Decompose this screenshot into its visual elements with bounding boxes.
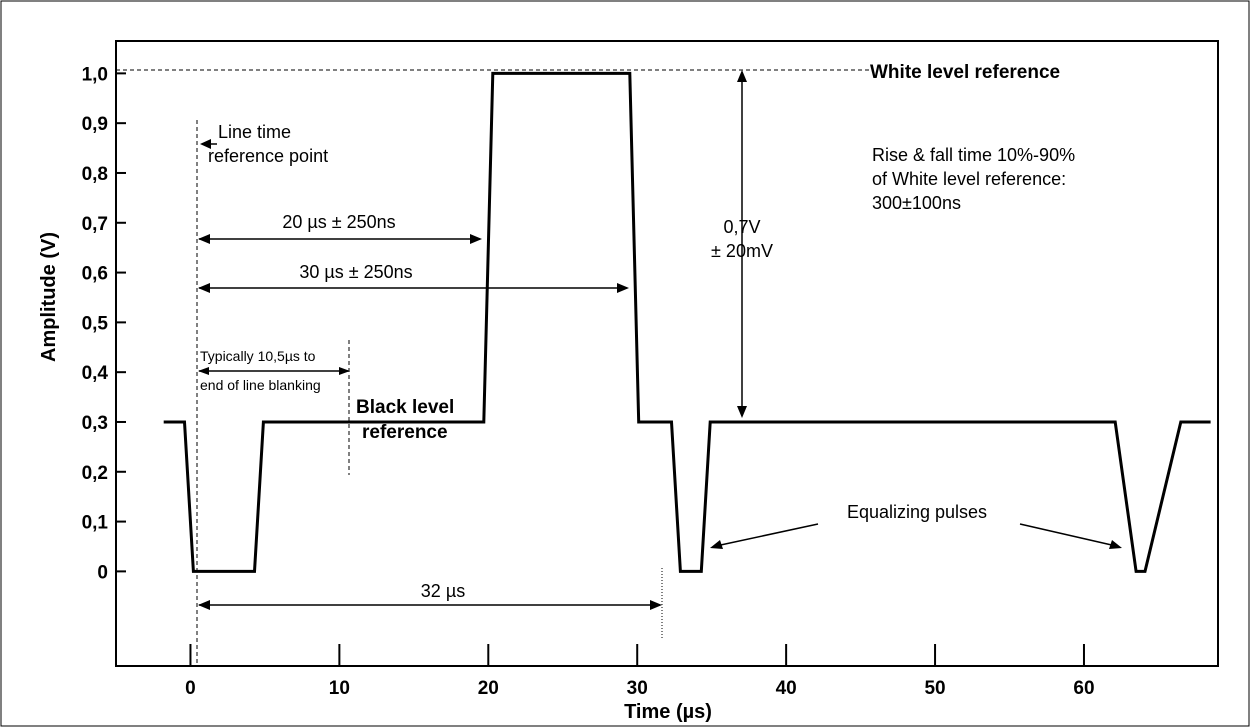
duration-20-label: 20 µs ± 250ns <box>282 212 395 232</box>
rise-fall-label-3: 300±100ns <box>872 193 961 213</box>
arrowheads <box>198 70 1122 610</box>
y-tick-label: 0,1 <box>82 513 109 534</box>
duration-32-label: 32 µs <box>421 581 465 601</box>
rise-fall-label-1: Rise & fall time 10%-90% <box>872 145 1075 165</box>
waveform-line <box>163 71 1211 573</box>
y-tick-label: 0,3 <box>82 413 108 434</box>
x-tick-label: 60 <box>1073 678 1094 699</box>
white-level-label: White level reference <box>870 62 1060 83</box>
y-tick-label: 0,9 <box>82 114 108 135</box>
x-tick-label: 40 <box>776 678 797 699</box>
typically-label-2: end of line blanking <box>200 377 321 393</box>
y-tick-label: 0,8 <box>82 164 108 185</box>
y-tick-label: 0,5 <box>82 313 109 334</box>
black-level-label-2: reference <box>362 422 448 443</box>
x-axis-ticks: 0 10 20 30 40 50 60 <box>185 644 1095 699</box>
x-axis-title: Time (µs) <box>624 701 712 723</box>
x-tick-label: 10 <box>329 678 350 699</box>
y-tick-label: 0,2 <box>82 463 108 484</box>
y-tick-label: 0,4 <box>82 363 109 384</box>
x-tick-label: 0 <box>185 678 196 699</box>
line-time-label-2: reference point <box>208 146 328 166</box>
y-tick-label: 0,7 <box>82 214 108 235</box>
y-tick-label: 0,6 <box>82 264 108 285</box>
amplitude-label-2: ± 20mV <box>711 241 773 261</box>
y-axis-ticks: 0 0,1 0,2 0,3 0,4 0,5 0,6 0,7 0,8 0,9 1,0 <box>82 64 126 583</box>
line-time-label-1: Line time <box>218 122 291 142</box>
equalizing-pulses-label: Equalizing pulses <box>847 502 987 522</box>
plot-frame <box>115 40 1219 667</box>
x-tick-label: 20 <box>478 678 499 699</box>
black-level-label-1: Black level <box>356 397 454 418</box>
y-axis-title: Amplitude (V) <box>38 232 60 362</box>
y-tick-label: 0 <box>97 562 108 583</box>
amplitude-label-1: 0,7V <box>723 217 760 237</box>
rise-fall-label-2: of White level reference: <box>872 169 1066 189</box>
x-tick-label: 30 <box>627 678 648 699</box>
y-tick-label: 1,0 <box>82 64 108 85</box>
duration-30-label: 30 µs ± 250ns <box>299 262 412 282</box>
typically-label-1: Typically 10,5µs to <box>200 348 316 364</box>
x-tick-label: 50 <box>924 678 945 699</box>
dimension-arrows <box>199 74 1117 606</box>
